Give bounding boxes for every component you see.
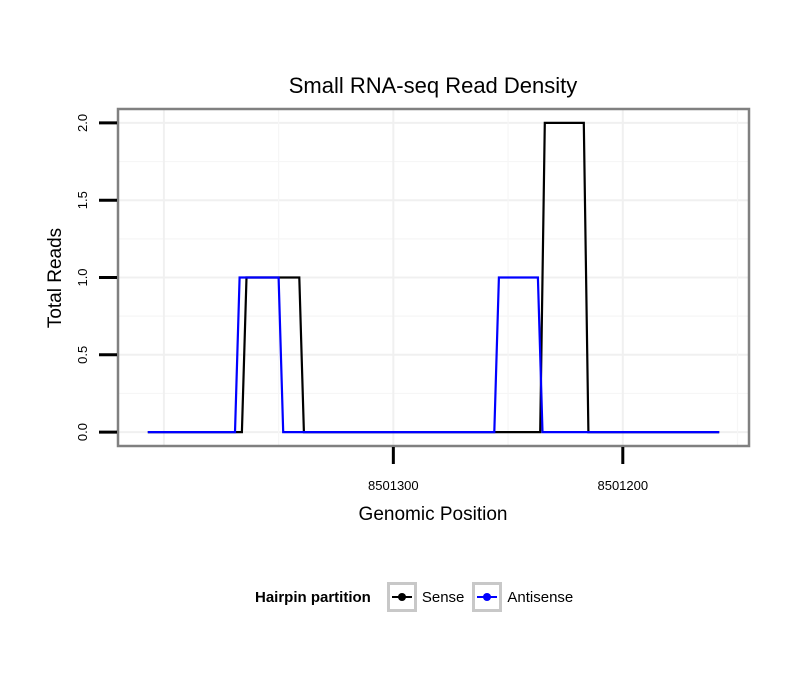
- legend-title: Hairpin partition: [255, 588, 371, 606]
- legend-label-antisense: Antisense: [507, 588, 574, 606]
- legend-item-antisense: Antisense: [472, 582, 573, 612]
- x-axis-title: Genomic Position: [359, 504, 508, 525]
- legend-point-antisense: [483, 593, 492, 601]
- legend-item-sense: Sense: [386, 582, 465, 612]
- legend-key-sense: [386, 582, 417, 612]
- x-tick-label: 8501200: [597, 478, 648, 493]
- chart-title: Small RNA-seq Read Density: [289, 73, 578, 98]
- y-tick-label: 2.0: [75, 114, 90, 132]
- y-tick-label: 1.0: [75, 268, 90, 286]
- plot-border: [116, 107, 751, 448]
- y-tick-label: 1.5: [75, 191, 90, 209]
- y-axis-title: Total Reads: [45, 228, 66, 328]
- legend-point-sense: [397, 593, 406, 601]
- grid: [118, 109, 749, 446]
- series-layer: [147, 121, 720, 434]
- y-tick-label: 0.5: [75, 346, 90, 364]
- x-axis: 8501300 8501200: [368, 447, 648, 493]
- legend: Hairpin partition Sense Antisense: [255, 580, 581, 614]
- y-axis: 0.0 0.5 1.0 1.5 2.0: [75, 114, 117, 441]
- legend-key-antisense: [472, 582, 503, 612]
- x-tick-label: 8501300: [368, 478, 419, 493]
- series-line-antisense: [147, 276, 720, 434]
- legend-label-sense: Sense: [421, 588, 465, 606]
- y-tick-label: 0.0: [75, 423, 90, 441]
